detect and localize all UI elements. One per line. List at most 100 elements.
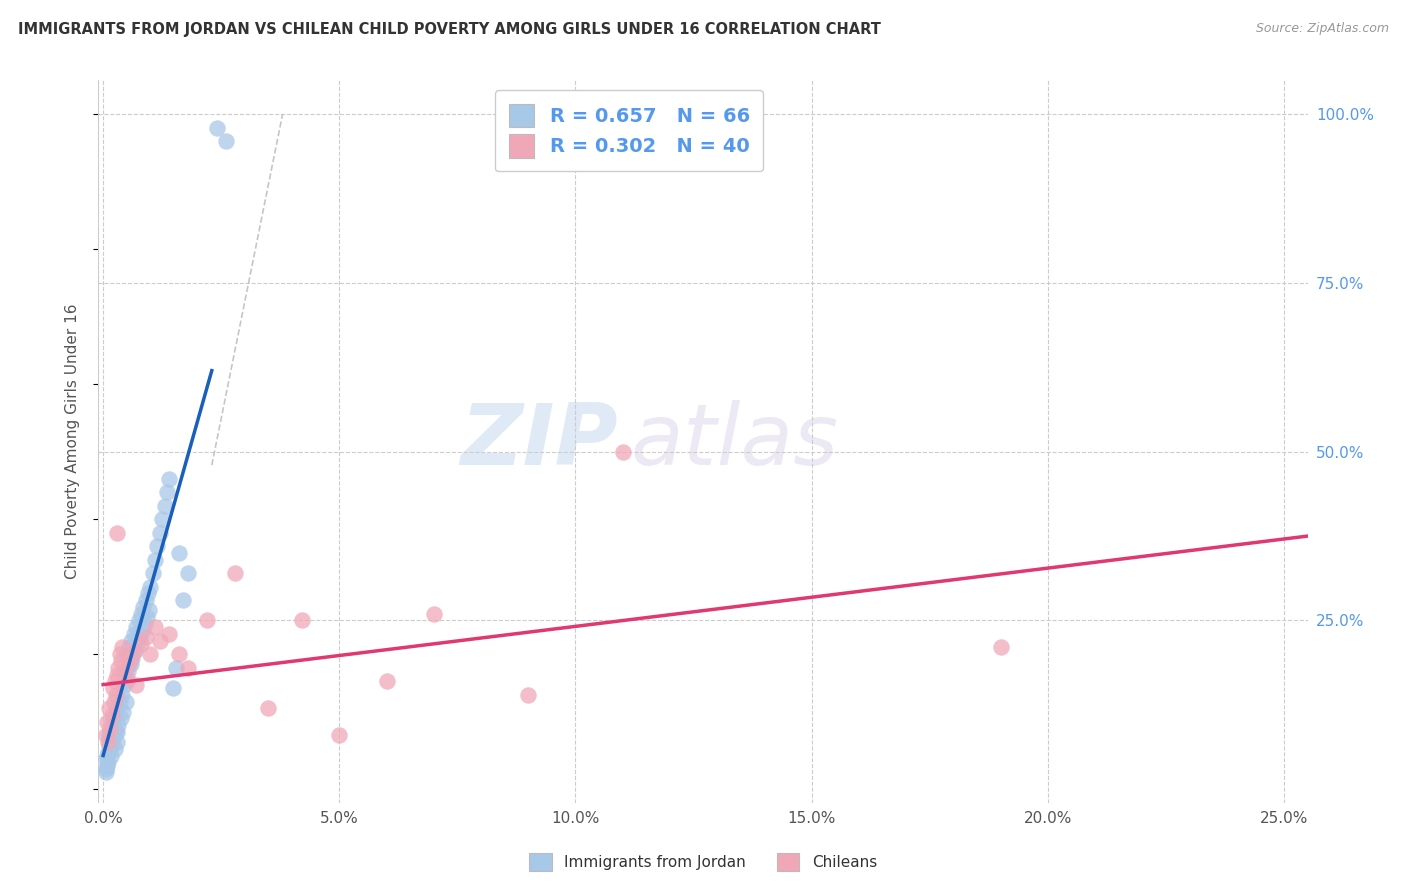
Point	[96, 748, 118, 763]
Point	[135, 593, 157, 607]
Point	[98, 741, 121, 756]
Point	[101, 731, 124, 746]
Point	[195, 614, 218, 628]
Point	[129, 637, 152, 651]
Point	[105, 735, 128, 749]
Point	[94, 762, 117, 776]
Point	[108, 647, 131, 661]
Point	[104, 708, 127, 723]
Point	[105, 667, 128, 681]
Point	[167, 647, 190, 661]
Point	[205, 120, 228, 135]
Point	[290, 614, 312, 628]
Point	[612, 444, 634, 458]
Point	[125, 620, 148, 634]
Point	[157, 472, 180, 486]
Point	[375, 674, 398, 689]
Point	[94, 728, 117, 742]
Point	[98, 722, 121, 736]
Point	[172, 593, 194, 607]
Point	[115, 647, 138, 661]
Point	[165, 661, 187, 675]
Point	[115, 671, 138, 685]
Point	[167, 546, 190, 560]
Point	[162, 681, 184, 695]
Point	[115, 674, 138, 689]
Point	[153, 499, 176, 513]
Point	[97, 735, 120, 749]
Point	[97, 756, 120, 770]
Point	[177, 566, 200, 581]
Point	[105, 701, 128, 715]
Point	[103, 728, 125, 742]
Point	[135, 631, 157, 645]
Point	[100, 708, 122, 723]
Point	[101, 681, 124, 695]
Point	[143, 552, 166, 566]
Point	[107, 661, 129, 675]
Point	[97, 701, 120, 715]
Point	[120, 657, 142, 672]
Point	[990, 640, 1012, 655]
Y-axis label: Child Poverty Among Girls Under 16: Child Poverty Among Girls Under 16	[65, 304, 80, 579]
Point	[117, 664, 139, 678]
Point	[257, 701, 280, 715]
Point	[101, 735, 124, 749]
Point	[108, 694, 131, 708]
Point	[114, 694, 136, 708]
Point	[328, 728, 350, 742]
Legend: R = 0.657   N = 66, R = 0.302   N = 40: R = 0.657 N = 66, R = 0.302 N = 40	[495, 90, 763, 171]
Point	[112, 664, 135, 678]
Text: atlas: atlas	[630, 400, 838, 483]
Point	[107, 718, 129, 732]
Point	[103, 722, 125, 736]
Point	[97, 728, 120, 742]
Point	[97, 745, 120, 759]
Point	[118, 640, 141, 655]
Point	[104, 674, 127, 689]
Point	[121, 650, 143, 665]
Point	[177, 661, 200, 675]
Point	[125, 678, 148, 692]
Point	[150, 512, 173, 526]
Text: Source: ZipAtlas.com: Source: ZipAtlas.com	[1256, 22, 1389, 36]
Point	[111, 705, 134, 719]
Point	[146, 539, 169, 553]
Point	[149, 525, 172, 540]
Point	[129, 607, 152, 621]
Point	[139, 647, 162, 661]
Point	[128, 614, 150, 628]
Point	[139, 580, 162, 594]
Point	[224, 566, 246, 581]
Point	[138, 603, 160, 617]
Point	[105, 525, 128, 540]
Point	[104, 741, 127, 756]
Point	[132, 599, 155, 614]
Point	[96, 714, 118, 729]
Point	[111, 640, 134, 655]
Point	[112, 678, 135, 692]
Legend: Immigrants from Jordan, Chileans: Immigrants from Jordan, Chileans	[523, 847, 883, 877]
Point	[121, 650, 143, 665]
Point	[136, 586, 159, 600]
Point	[122, 627, 145, 641]
Point	[124, 644, 146, 658]
Point	[129, 631, 152, 645]
Point	[111, 688, 134, 702]
Point	[131, 624, 153, 638]
Text: ZIP: ZIP	[461, 400, 619, 483]
Point	[100, 714, 122, 729]
Point	[423, 607, 446, 621]
Point	[143, 620, 166, 634]
Point	[110, 711, 132, 725]
Text: IMMIGRANTS FROM JORDAN VS CHILEAN CHILD POVERTY AMONG GIRLS UNDER 16 CORRELATION: IMMIGRANTS FROM JORDAN VS CHILEAN CHILD …	[18, 22, 882, 37]
Point	[517, 688, 540, 702]
Point	[215, 134, 238, 148]
Point	[100, 748, 122, 763]
Point	[105, 688, 128, 702]
Point	[118, 657, 141, 672]
Point	[98, 739, 121, 753]
Point	[121, 633, 143, 648]
Point	[142, 566, 165, 581]
Point	[149, 633, 172, 648]
